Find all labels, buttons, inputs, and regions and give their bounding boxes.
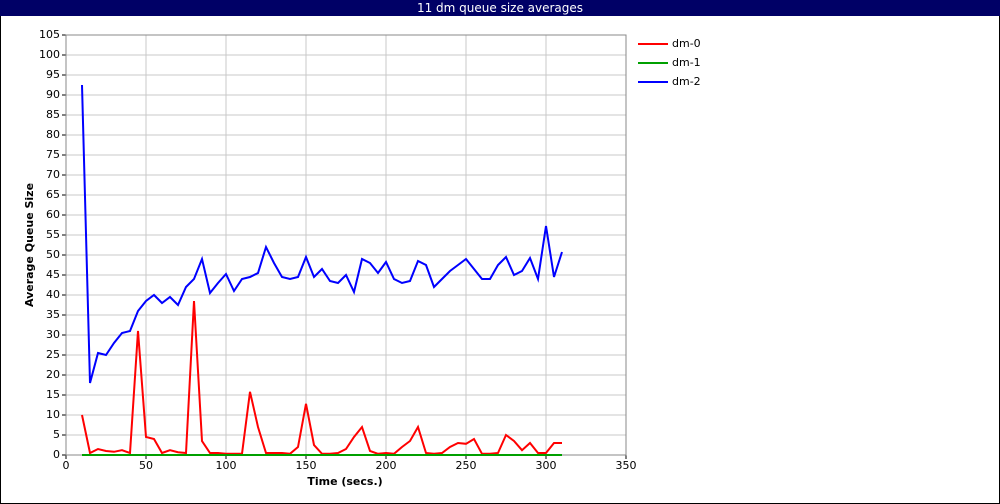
x-tick-label: 350	[616, 459, 637, 472]
chart-title: 11 dm queue size averages	[417, 1, 583, 15]
y-tick-label: 65	[46, 188, 60, 201]
y-tick-label: 95	[46, 68, 60, 81]
plot-area	[66, 35, 626, 455]
y-tick-label: 10	[46, 408, 60, 421]
legend-label: dm-1	[672, 56, 701, 69]
x-tick-label: 300	[536, 459, 557, 472]
y-tick-label: 30	[46, 328, 60, 341]
y-axis-label: Average Queue Size	[23, 183, 36, 307]
y-tick-label: 100	[39, 48, 60, 61]
legend-label: dm-2	[672, 75, 701, 88]
y-tick-label: 35	[46, 308, 60, 321]
y-tick-label: 55	[46, 228, 60, 241]
data-line	[81, 300, 562, 455]
x-tick-label: 50	[139, 459, 153, 472]
x-axis-label: Time (secs.)	[307, 475, 382, 488]
y-tick-label: 20	[46, 368, 60, 381]
y-tick-label: 40	[46, 288, 60, 301]
y-tick-label: 105	[39, 28, 60, 41]
x-tick-label: 200	[376, 459, 397, 472]
y-tick-label: 0	[53, 448, 60, 461]
y-tick-label: 85	[46, 108, 60, 121]
y-tick-label: 80	[46, 128, 60, 141]
y-tick-label: 60	[46, 208, 60, 221]
title-bar	[0, 0, 1000, 16]
y-tick-label: 70	[46, 168, 60, 181]
y-tick-label: 15	[46, 388, 60, 401]
y-tick-label: 75	[46, 148, 60, 161]
y-tick-label: 5	[53, 428, 60, 441]
legend-label: dm-0	[672, 37, 701, 50]
x-tick-label: 100	[216, 459, 237, 472]
x-tick-label: 250	[456, 459, 477, 472]
y-tick-label: 25	[46, 348, 60, 361]
x-tick-label: 150	[296, 459, 317, 472]
data-line	[81, 84, 563, 384]
x-tick-label: 0	[63, 459, 70, 472]
y-tick-label: 50	[46, 248, 60, 261]
y-tick-label: 90	[46, 88, 60, 101]
y-tick-label: 45	[46, 268, 60, 281]
